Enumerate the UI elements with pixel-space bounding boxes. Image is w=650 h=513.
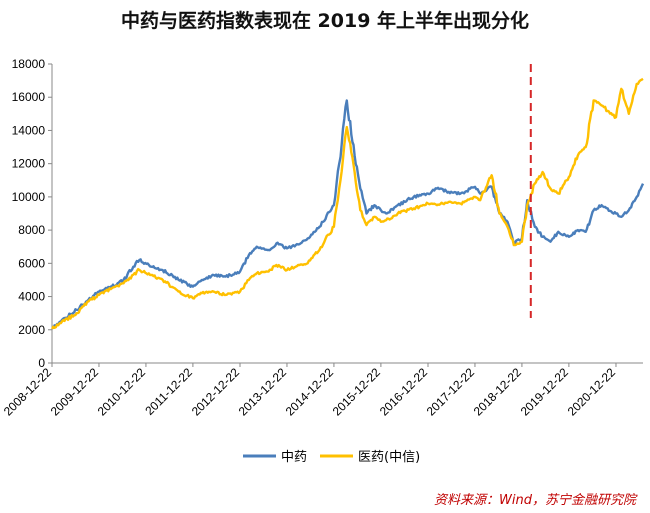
series-line-tcm — [51, 99, 645, 330]
y-tick-label: 16000 — [12, 90, 46, 104]
y-tick-label: 10000 — [12, 190, 46, 204]
y-tick-label: 12000 — [12, 157, 46, 171]
x-tick-label: 2010-12-22 — [95, 365, 149, 419]
source-note: 资料来源：Wind，苏宁金融研究院 — [434, 493, 636, 508]
chart-title: 中药与医药指数表现在 2019 年上半年出现分化 — [120, 10, 530, 32]
y-tick-label: 8000 — [18, 223, 45, 237]
x-tick-label: 2009-12-22 — [48, 365, 102, 419]
series-line-pharma — [50, 77, 644, 330]
y-tick-label: 0 — [38, 356, 45, 370]
chart-legend: 中药 医药(中信) — [243, 450, 420, 465]
x-axis-ticks: 2008-12-222009-12-222010-12-222011-12-22… — [1, 363, 619, 419]
x-tick-label: 2019-12-22 — [518, 365, 572, 419]
y-tick-label: 2000 — [18, 323, 45, 337]
y-axis-ticks: 0 2000 4000 6000 8000 10000 12000 14000 16000 180… — [12, 57, 52, 370]
x-tick-label: 2013-12-22 — [236, 365, 290, 419]
y-tick-label: 6000 — [18, 256, 45, 270]
x-tick-label: 2014-12-22 — [283, 365, 337, 419]
x-tick-label: 2012-12-22 — [189, 365, 243, 419]
y-tick-label: 4000 — [18, 290, 45, 304]
chart-series — [50, 77, 645, 330]
x-tick-label: 2017-12-22 — [424, 365, 478, 419]
chart-axes — [51, 64, 643, 364]
y-tick-label: 18000 — [12, 57, 46, 71]
x-tick-label: 2011-12-22 — [142, 365, 195, 418]
x-tick-label: 2020-12-22 — [565, 365, 619, 419]
x-tick-label: 2016-12-22 — [377, 365, 431, 419]
x-tick-label: 2015-12-22 — [330, 365, 384, 419]
legend-label: 医药(中信) — [358, 450, 420, 465]
y-tick-label: 14000 — [12, 123, 46, 137]
legend-label: 中药 — [281, 450, 307, 465]
x-tick-label: 2018-12-22 — [471, 365, 525, 419]
x-tick-label: 2008-12-22 — [1, 365, 55, 419]
